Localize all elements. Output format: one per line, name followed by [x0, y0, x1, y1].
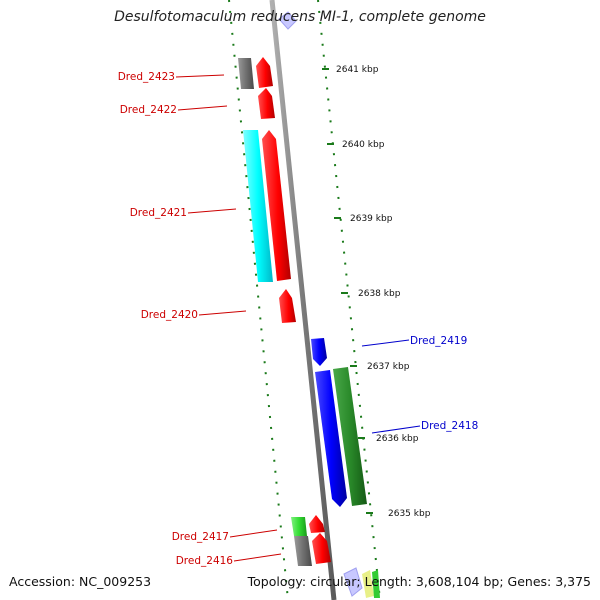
gene-dred-2418[interactable]: [315, 370, 347, 507]
gene-label-dred-2422[interactable]: Dred_2422: [120, 104, 177, 116]
inner-tick-ring: [228, 0, 289, 600]
gene-dred-2416[interactable]: [312, 533, 331, 564]
kbp-tick-label: 2635 kbp: [388, 509, 431, 519]
gene-dred-2418-green: [333, 367, 367, 506]
kbp-tick-label: 2641 kbp: [336, 65, 379, 75]
topology-text: Topology: circular; Length: 3,608,104 bp…: [247, 574, 591, 589]
genome-backbone: [269, 0, 337, 600]
gene-dred-2423[interactable]: [256, 57, 273, 88]
gene-dred-2416-gray: [294, 536, 312, 566]
kbp-tick-label: 2636 kbp: [376, 434, 419, 444]
kbp-tick-label: 2640 kbp: [342, 140, 385, 150]
gene-dred-2417[interactable]: [309, 515, 325, 533]
label-leader-dred-2418: [371, 425, 421, 434]
gene-dred-2421-cyan: [243, 130, 273, 282]
gene-label-dred-2420[interactable]: Dred_2420: [141, 309, 198, 321]
kbp-tick-label: 2638 kbp: [358, 289, 401, 299]
gene-dred-2422[interactable]: [258, 88, 275, 119]
label-leader-dred-2417: [229, 529, 278, 538]
gene-dred-2417-lime: [291, 517, 307, 536]
gene-label-dred-2421[interactable]: Dred_2421: [130, 207, 187, 219]
kbp-tick-label: 2639 kbp: [350, 214, 393, 224]
map-title: Desulfotomaculum reducens MI-1, complete…: [114, 9, 486, 25]
outer-tick-ring: [317, 0, 381, 600]
gene-dred-2420[interactable]: [279, 289, 296, 323]
gene-dred-2419[interactable]: [311, 338, 327, 366]
label-leader-dred-2421: [187, 208, 237, 214]
gene-dred-2421[interactable]: [262, 130, 291, 281]
gene-label-dred-2419[interactable]: Dred_2419: [410, 335, 467, 347]
gene-label-dred-2416[interactable]: Dred_2416: [176, 555, 234, 567]
gene-label-dred-2417[interactable]: Dred_2417: [172, 531, 229, 543]
gene-label-dred-2418[interactable]: Dred_2418: [421, 420, 478, 432]
kbp-tick-label: 2637 kbp: [367, 362, 410, 372]
bottom-marker-blue: [343, 567, 363, 597]
label-leader-dred-2419: [361, 339, 410, 347]
label-leader-dred-2420: [198, 310, 247, 316]
gene-dred-2423-flank-gray: [238, 58, 254, 89]
accession-text: Accession: NC_009253: [9, 574, 152, 589]
label-leader-dred-2422: [177, 105, 228, 111]
bottom-marker-yellow: [362, 570, 374, 598]
bottom-marker-green: [372, 570, 380, 598]
top-marker: [278, 11, 297, 30]
label-leader-dred-2423: [175, 74, 225, 78]
gene-label-dred-2423[interactable]: Dred_2423: [118, 71, 175, 83]
label-leader-dred-2416: [233, 553, 282, 562]
